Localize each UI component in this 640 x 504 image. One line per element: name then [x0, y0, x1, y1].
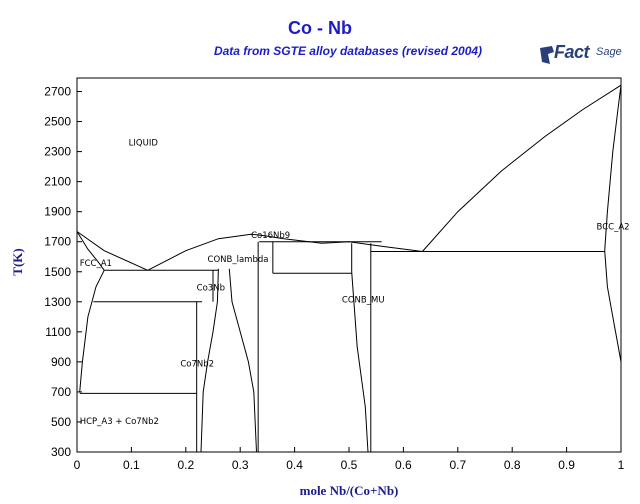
phase-boundary-liquidus-mu [283, 238, 423, 252]
phase-label: FCC_A1 [80, 259, 112, 269]
logo-text-sup: Sage [596, 46, 622, 58]
logo-text-main: Fact [554, 42, 590, 62]
phase-label: HCP_A3 + Co7Nb2 [80, 417, 159, 427]
phase-boundary-fcc-solvus [79, 270, 105, 392]
phase-labels: LIQUID FCC_A1 CONB_lambda Co3Nb Co16Nb9 CONB_… [80, 139, 630, 428]
factsage-logo-icon [540, 46, 554, 64]
phase-label: Co16Nb9 [251, 231, 290, 241]
x-tick-label: 0.9 [558, 458, 575, 472]
x-tick-label: 0.6 [395, 458, 412, 472]
data-layer [76, 84, 622, 453]
phase-boundary-liquidus-laves [147, 233, 284, 271]
phase-label: CONB_lambda [208, 255, 269, 265]
x-tick-label: 0.2 [177, 458, 194, 472]
x-axis-title: mole Nb/(Co+Nb) [300, 483, 399, 498]
phase-boundary-laves-right-boundary [228, 268, 257, 453]
x-tick-label: 1 [618, 458, 625, 472]
y-axis-title: T(K) [10, 248, 25, 275]
factsage-logo: Fact Sage [538, 40, 638, 70]
phase-label: CONB_MU [342, 296, 385, 306]
phase-boundary-liquidus-co-side [76, 231, 148, 271]
phase-boundary-laves-left-boundary [200, 268, 219, 453]
y-tick-label: 700 [51, 385, 71, 399]
y-tick-label: 900 [51, 355, 71, 369]
chart-subtitle: Data from SGTE alloy databases (revised … [213, 44, 483, 58]
x-axis: 0 0.1 0.2 0.3 0.4 0.5 0.6 0.7 0.8 0.9 1 [74, 447, 625, 472]
x-tick-label: 0.3 [232, 458, 249, 472]
x-tick-label: 0 [74, 458, 81, 472]
phase-boundary-bcc-solvus [604, 250, 622, 362]
y-tick-label: 500 [51, 415, 71, 429]
phase-boundary-liquidus-bcc [422, 84, 622, 252]
x-tick-label: 0.5 [341, 458, 358, 472]
phase-label: Co3Nb [197, 284, 225, 294]
y-axis: 300 500 700 900 1100 1300 1500 1700 1900 2100 2300… [44, 85, 82, 459]
chart-title: Co - Nb [288, 18, 352, 38]
phase-boundary-solidus-bcc [604, 85, 622, 251]
y-tick-label: 1700 [44, 235, 71, 249]
y-tick-label: 2700 [44, 85, 71, 99]
x-tick-label: 0.1 [123, 458, 140, 472]
x-tick-label: 0.4 [286, 458, 303, 472]
phase-label: Co7Nb2 [180, 359, 214, 369]
y-tick-label: 2100 [44, 175, 71, 189]
y-tick-label: 2500 [44, 115, 71, 129]
x-tick-label: 0.7 [449, 458, 466, 472]
phase-label: BCC_A2 [597, 223, 630, 233]
y-tick-label: 1100 [45, 325, 71, 339]
phase-boundary-solidus-fcc [76, 231, 105, 271]
y-tick-label: 1900 [44, 205, 71, 219]
y-tick-label: 1500 [44, 265, 71, 279]
y-tick-label: 300 [51, 445, 71, 459]
y-tick-label: 1300 [44, 295, 71, 309]
phase-boundary-mu-left-boundary [351, 243, 369, 453]
x-tick-label: 0.8 [504, 458, 521, 472]
y-tick-label: 2300 [44, 145, 71, 159]
phase-label: LIQUID [129, 139, 159, 149]
